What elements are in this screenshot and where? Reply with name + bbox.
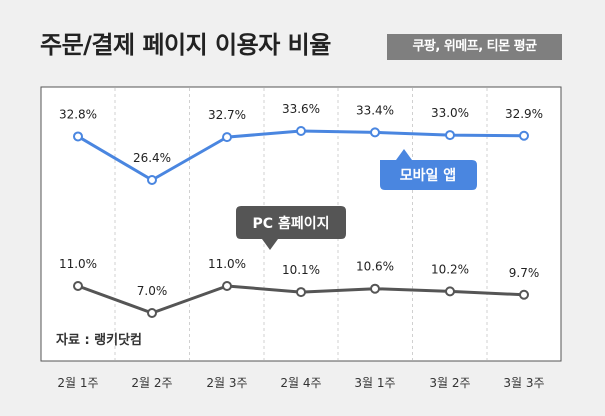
data-label: 11.0% — [59, 257, 97, 271]
data-label: 10.1% — [282, 263, 320, 277]
data-point — [222, 281, 232, 291]
data-point — [73, 131, 83, 142]
x-tick-label: 3월 3주 — [503, 376, 544, 390]
x-tick-label: 2월 2주 — [131, 376, 172, 390]
callout-mobile: 모바일 앱 — [380, 149, 477, 190]
callout-mobile-label: 모바일 앱 — [400, 168, 456, 184]
data-label: 32.9% — [505, 107, 543, 121]
data-point — [370, 127, 380, 138]
data-point — [296, 126, 306, 136]
callout-mobile-bubble — [380, 149, 477, 190]
data-label: 10.2% — [431, 262, 469, 276]
subtitle-badge: 쿠팡, 위메프, 티몬 평균 — [387, 34, 562, 60]
callout-pc-bubble — [236, 206, 346, 250]
data-point — [222, 132, 232, 143]
data-labels: 32.8% 26.4% 32.7% 33.6% 33.4% 33.0% 32.9% 11.0%… — [59, 102, 543, 298]
data-label: 33.6% — [282, 102, 320, 116]
data-label: 9.7% — [509, 266, 540, 280]
data-point — [519, 289, 529, 300]
data-label: 26.4% — [133, 151, 171, 165]
data-point — [296, 287, 306, 298]
data-label: 11.0% — [208, 257, 246, 271]
data-point — [147, 308, 157, 318]
data-point — [147, 175, 157, 185]
x-axis-ticks: 2월 1주 2월 2주 2월 3주 2월 4주 3월 1주 3월 2주 3월 3주 — [57, 376, 544, 390]
data-label: 10.6% — [356, 260, 394, 274]
data-point — [519, 130, 529, 141]
data-point — [445, 130, 455, 141]
x-tick-label: 2월 1주 — [57, 376, 98, 390]
data-points — [73, 126, 529, 318]
x-tick-label: 3월 2주 — [429, 376, 470, 390]
x-tick-label: 2월 3주 — [206, 376, 247, 390]
callout-pc-label: PC 홈페이지 — [253, 215, 330, 232]
data-label: 33.0% — [431, 106, 469, 120]
data-label: 32.8% — [59, 107, 97, 121]
data-point — [73, 281, 83, 291]
x-tick-label: 2월 4주 — [280, 376, 321, 390]
data-point — [445, 286, 455, 297]
data-label: 32.7% — [208, 108, 246, 122]
data-label: 7.0% — [137, 284, 168, 298]
source-note: 자료 : 랭키닷컴 — [56, 332, 142, 348]
data-point — [370, 283, 380, 294]
callout-pc: PC 홈페이지 — [236, 206, 346, 250]
x-tick-label: 3월 1주 — [354, 376, 395, 390]
data-label: 33.4% — [356, 103, 394, 117]
page-title: 주문/결제 페이지 이용자 비율 — [40, 31, 331, 59]
